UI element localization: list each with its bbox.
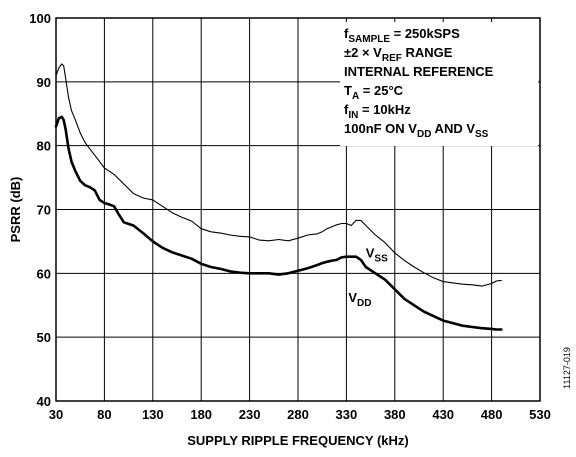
y-tick-label: 80	[37, 139, 51, 154]
x-tick-label: 430	[432, 407, 454, 422]
y-tick-label: 50	[37, 330, 51, 345]
x-tick-label: 130	[142, 407, 164, 422]
x-tick-label: 330	[336, 407, 358, 422]
series-line-dd	[54, 115, 503, 331]
y-tick-label: 60	[37, 266, 51, 281]
x-tick-label: 280	[287, 407, 309, 422]
y-tick-label: 40	[37, 394, 51, 409]
x-tick-label: 180	[190, 407, 212, 422]
series-label-ss: VSS	[366, 245, 388, 264]
condition-line: 100nF ON VDD AND VSS	[344, 121, 489, 140]
condition-line: INTERNAL REFERENCE	[344, 64, 494, 79]
conditions-box: fSAMPLE = 250kSPS±2 × VREF RANGEINTERNAL…	[344, 26, 494, 140]
figure-id: 11127-019	[562, 347, 572, 389]
x-tick-label: 530	[529, 407, 551, 422]
data-series	[54, 63, 503, 331]
x-tick-label: 80	[97, 407, 111, 422]
y-tick-label: 90	[37, 75, 51, 90]
y-axis-title: PSRR (dB)	[8, 177, 23, 243]
conditions-background	[340, 22, 538, 146]
series-label-dd: VDD	[348, 290, 371, 309]
y-tick-label: 100	[29, 11, 51, 26]
condition-line: ±2 × VREF RANGE	[344, 45, 453, 64]
x-axis-title: SUPPLY RIPPLE FREQUENCY (kHz)	[187, 433, 409, 448]
y-tick-label: 70	[37, 203, 51, 218]
x-tick-label: 380	[384, 407, 406, 422]
x-tick-label: 30	[49, 407, 63, 422]
plot-frame	[55, 17, 541, 402]
x-tick-label: 480	[481, 407, 503, 422]
condition-line: TA = 25°C	[344, 83, 404, 102]
x-tick-label: 230	[239, 407, 261, 422]
condition-line: fIN = 10kHz	[344, 102, 411, 121]
x-tick-labels: 30 80 130 180 230 280 330 380 430 480 530	[49, 407, 551, 422]
y-tick-labels: 40 50 60 70 80 90 100	[29, 11, 51, 409]
series-line-ss	[55, 63, 502, 287]
